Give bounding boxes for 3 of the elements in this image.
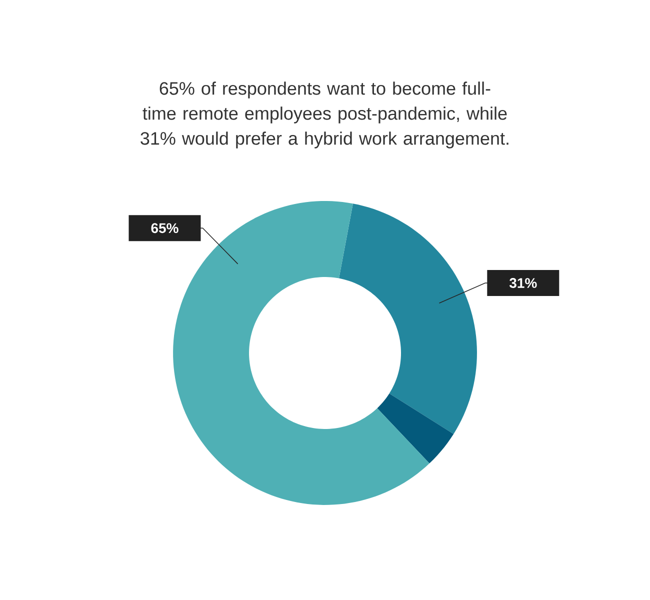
data-label: 31%	[509, 278, 537, 288]
chart-title: 65% of respondents want to become full-time remote employees post-pandemic, while 31% would prefer a hybrid work arrangement.	[140, 82, 508, 148]
data-label: 65%	[151, 223, 178, 234]
